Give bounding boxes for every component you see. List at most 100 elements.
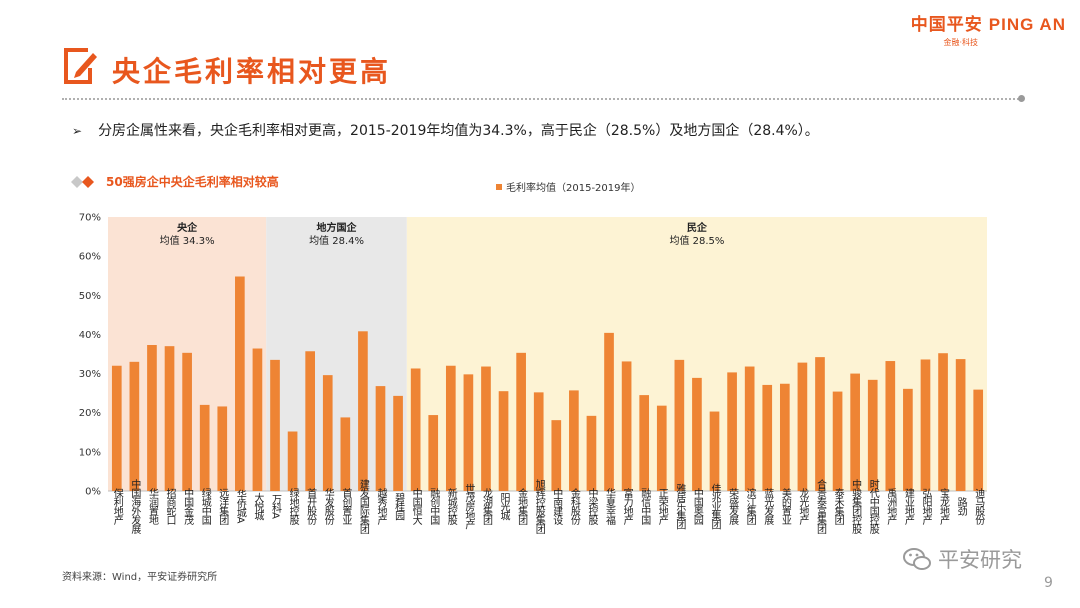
x-tick-label: 碧桂园 [393,492,405,521]
brand-tagline: 金融·科技 [943,38,978,47]
bar [569,390,579,491]
x-tick-label: 中国奥园 [691,487,703,526]
x-tick-label: 旭辉控股集团 [533,479,545,535]
bar [516,352,526,491]
x-tick-label: 世茂房地产 [463,483,475,530]
bar [164,346,175,491]
summary-text: 分房企属性来看，央企毛利率相对更高，2015-2019年均值为34.3%，高于民… [98,123,819,139]
title-divider [62,98,1022,100]
group-mean-label: 均值 28.4% [309,234,364,247]
bar [498,391,509,491]
bar [111,365,122,491]
x-tick-label: 时代中国控股 [867,479,879,535]
chart-title-row: 50强房企中央企毛利率相对较高 [70,173,279,190]
pencil-note-icon [64,48,97,84]
x-tick-label: 宝龙地产 [938,487,950,526]
bar [428,415,439,491]
x-tick-label: 万科A [270,494,282,519]
bar [235,276,245,491]
bar [481,366,491,491]
y-tick-label: 10% [79,447,101,458]
bar [656,405,667,491]
bar [463,374,474,491]
x-tick-label: 华侨城A [234,488,246,523]
x-tick-label: 金地集团 [516,487,528,526]
x-tick-label: 招商蛇口 [164,487,176,525]
bar [639,395,650,491]
bar [129,361,140,491]
x-tick-label: 融创中国 [428,488,440,526]
y-tick-label: 0% [85,487,101,498]
bar [955,359,966,491]
legend-swatch [496,184,502,190]
brand-logo: 中国平安 PING AN 金融·科技 [911,10,1066,48]
bar [182,352,192,491]
x-tick-label: 禹洲地产 [885,487,897,526]
x-tick-label: 合景泰富集团 [814,478,826,535]
bar [797,362,808,491]
bar [920,359,931,491]
x-tick-label: 中国金茂 [182,487,194,526]
group-background [266,217,407,491]
bar [340,417,351,491]
wechat-icon [903,548,931,570]
group-mean-label: 均值 28.5% [669,234,724,247]
x-tick-label: 建业地产 [902,487,914,526]
bar [867,379,878,491]
x-tick-label: 首创置业 [340,487,352,525]
x-tick-label: 越秀地产 [375,487,387,526]
bar [903,388,913,491]
x-tick-label: 弘阳地产 [920,488,932,526]
bar [779,383,790,491]
x-tick-label: 金科股份 [568,487,580,526]
bar [938,353,948,491]
bar [850,373,860,491]
x-tick-label: 建发国际集团 [357,478,369,535]
x-tick-label: 蓝光发展 [762,488,774,526]
x-tick-label: 阳光城 [498,492,510,521]
bar [322,375,333,491]
x-tick-label: 佳兆业集团 [709,482,721,530]
y-tick-label: 50% [79,291,101,302]
x-tick-label: 美的置业 [779,487,791,525]
divider-dot [1018,95,1025,102]
bar [832,391,843,491]
bar [744,366,755,491]
x-tick-label: 华润置地 [146,487,158,525]
source-note: 资料来源：Wind，平安证券研究所 [62,572,218,583]
x-tick-label: 保利地产 [111,487,123,526]
bar [762,384,773,491]
bar [410,368,421,491]
bar [287,431,298,491]
y-tick-label: 20% [79,408,101,419]
bar [586,415,597,491]
arrow-bullet-icon: ➢ [72,124,83,138]
x-tick-label: 正荣地产 [656,488,668,526]
bar [621,361,632,491]
x-tick-label: 龙光地产 [797,487,809,526]
bar [533,392,544,491]
brand-name-en: PING AN [988,15,1066,34]
group-name: 地方国企 [317,221,358,234]
x-tick-label: 路劲 [955,496,967,517]
bar [709,411,720,491]
watermark: 平安研究 [902,544,1022,574]
x-tick-label: 远洋集团 [217,488,229,526]
page-number: 9 [1044,575,1053,591]
legend-label: 毛利率均值（2015-2019年） [506,181,641,194]
bar [358,331,368,491]
bar [252,348,263,491]
bar [393,395,403,491]
bar [885,361,896,491]
x-tick-label: 中骏集团控股 [850,478,862,535]
bar [973,389,984,491]
group-name: 民企 [687,221,708,234]
bar [199,404,210,491]
x-tick-label: 泰禾集团 [832,487,844,526]
y-tick-label: 70% [79,213,101,224]
group-mean-label: 均值 34.3% [160,234,215,247]
bar [692,377,702,491]
y-tick-label: 60% [79,252,101,263]
bar [727,372,737,491]
